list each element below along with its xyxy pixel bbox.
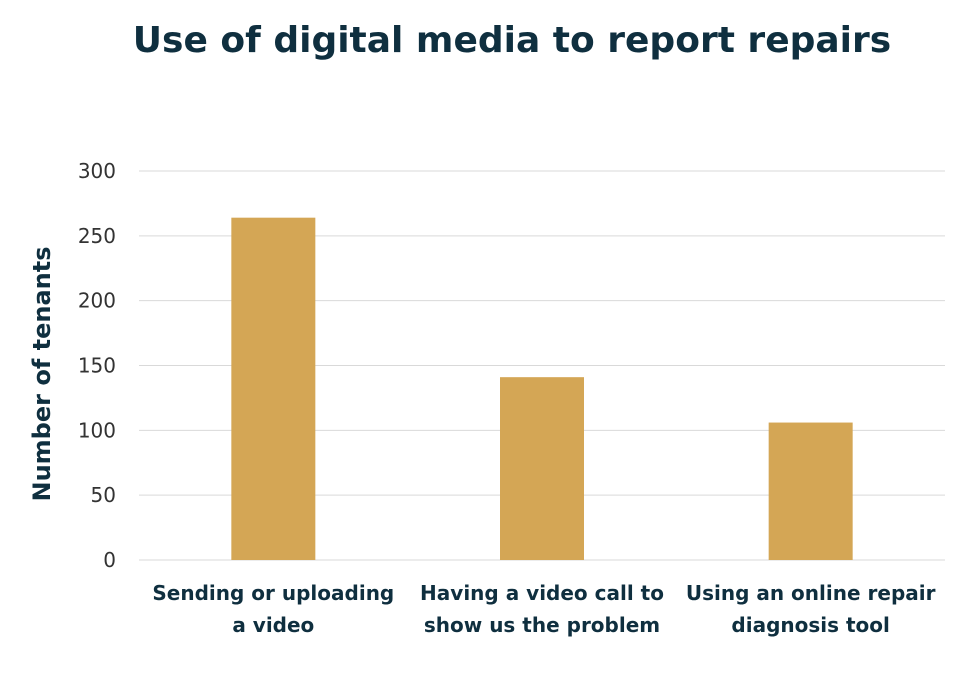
- y-tick-label: 250: [78, 224, 116, 248]
- x-category-label: Having a video call to: [420, 581, 664, 605]
- x-category-label: Sending or uploading: [152, 581, 394, 605]
- chart-title: Use of digital media to report repairs: [133, 20, 891, 61]
- y-tick-label: 300: [78, 159, 116, 183]
- bar-1: [500, 377, 584, 560]
- y-tick-label: 0: [103, 548, 116, 572]
- y-axis-ticks: 0 50 100 150 200 250 300: [78, 159, 116, 572]
- bars: [231, 217, 853, 560]
- x-axis-labels: Sending or uploading a video Having a vide…: [152, 581, 935, 637]
- y-tick-label: 100: [78, 418, 116, 442]
- x-category-label: Using an online repair: [686, 581, 936, 605]
- y-tick-label: 150: [78, 354, 116, 378]
- y-tick-label: 50: [91, 483, 116, 507]
- y-axis-label: Number of tenants: [28, 247, 56, 502]
- x-category-label: a video: [232, 613, 314, 637]
- x-category-label: diagnosis tool: [731, 613, 890, 637]
- x-category-label: show us the problem: [424, 613, 660, 637]
- bar-0: [231, 217, 316, 560]
- y-tick-label: 200: [78, 289, 116, 313]
- bar-2: [768, 422, 853, 560]
